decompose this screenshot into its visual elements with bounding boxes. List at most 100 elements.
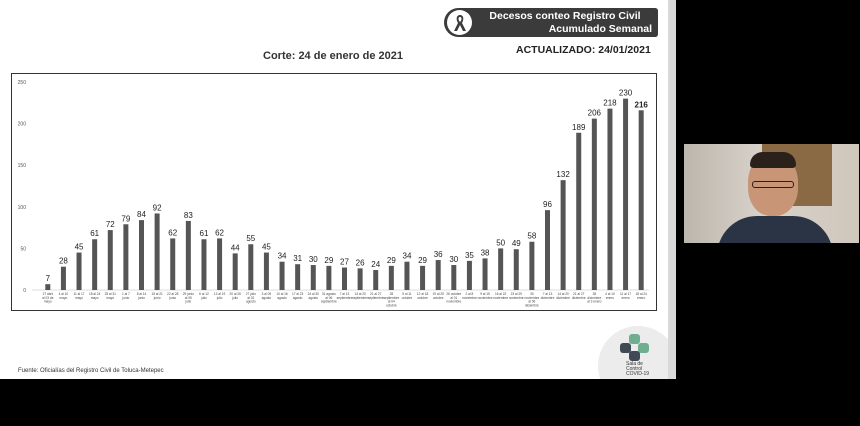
x-tick-label: 1 al 7 junio	[122, 292, 130, 300]
data-label: 62	[215, 228, 224, 237]
logo-text-line1: Sala de	[626, 361, 643, 367]
bar	[201, 239, 207, 290]
data-label: 30	[309, 255, 318, 264]
bar	[310, 265, 316, 290]
bar	[466, 260, 472, 290]
x-tick-label: 31 agosto al 06 septiembre	[321, 292, 337, 304]
x-tick-label: 14 al 20 septiembre	[352, 292, 368, 300]
bar	[435, 260, 441, 290]
x-tick-label: 24 al 30 agosto	[308, 292, 320, 300]
data-label: 55	[246, 234, 255, 243]
data-label: 45	[262, 243, 271, 252]
data-label: 206	[588, 109, 602, 118]
x-tick-label: 4 al 10 mayo	[59, 292, 69, 300]
slide-edge	[668, 0, 676, 379]
x-tick-label: 11 al 17 enero	[620, 292, 631, 300]
x-tick-label: 18 al 24 enero	[636, 292, 648, 300]
x-tick-label: 10 al 16 agosto	[276, 292, 288, 300]
bar	[248, 244, 254, 290]
bar	[139, 220, 144, 290]
x-tick-label: 30 noviembre al 06 diciembre	[524, 292, 539, 307]
x-tick-label: 7 al 13 septiembre	[337, 292, 353, 300]
data-label: 7	[46, 274, 51, 283]
x-tick-label: 29 junio al 05 julio	[183, 292, 194, 304]
data-label: 62	[168, 228, 177, 237]
data-label: 83	[184, 211, 193, 220]
logo-text-line3: COVID-19	[626, 371, 650, 377]
awareness-ribbon-icon	[447, 10, 472, 35]
bar	[92, 239, 98, 290]
x-tick-label: 11 al 17 mayo	[73, 292, 84, 300]
data-label: 28	[59, 257, 68, 266]
data-label: 34	[403, 252, 412, 261]
data-label: 29	[418, 256, 427, 265]
data-label: 44	[231, 243, 240, 252]
x-tick-label: 28 septiembre al 04 octubre	[383, 292, 399, 307]
data-label: 189	[572, 123, 586, 132]
x-tick-label: 14 al 20 diciembre	[556, 292, 570, 300]
bar	[607, 108, 613, 291]
data-label: 230	[619, 89, 633, 98]
data-label: 24	[371, 260, 380, 269]
x-tick-label: 13 al 19 julio	[214, 292, 226, 300]
data-label: 29	[387, 256, 396, 265]
bar	[591, 118, 597, 290]
data-label: 218	[603, 99, 617, 108]
data-label: 61	[90, 229, 99, 238]
x-tick-label: 4 al 10 enero	[605, 292, 615, 300]
data-label: 58	[527, 232, 536, 241]
x-tick-label: 15 al 21 junio	[151, 292, 163, 300]
data-label: 26	[356, 258, 365, 267]
x-tick-label: 6 al 12 julio	[199, 292, 209, 300]
chart-frame: 0 50 100 150 200 250 7 27 abril al 03 de mayo 28 4 …	[11, 73, 657, 311]
bar	[170, 238, 176, 290]
x-tick-label: 26 octubre al 01 noviembre	[446, 292, 461, 304]
data-label: 34	[278, 252, 287, 261]
bar	[279, 261, 285, 290]
banner-title: Decesos conteo Registro Civil	[489, 10, 641, 22]
x-tick-label: 18 al 24 mayo	[89, 292, 101, 300]
data-label: 216	[635, 100, 649, 109]
data-label: 29	[324, 256, 333, 265]
participant-video-thumbnail[interactable]	[684, 144, 859, 243]
bar	[482, 258, 488, 290]
x-tick-label: 23 al 29 noviembre	[509, 292, 524, 300]
x-tick-label: 12 al 18 octubre	[417, 292, 429, 300]
bar	[342, 267, 347, 290]
bar	[529, 241, 535, 290]
title-banner: Decesos conteo Registro Civil Acumulado …	[444, 8, 658, 37]
data-label: 30	[449, 255, 458, 264]
bar	[638, 110, 644, 290]
bar	[373, 270, 379, 290]
bar	[560, 180, 566, 290]
bar	[123, 224, 129, 290]
y-tick-label: 200	[18, 122, 27, 128]
bar	[545, 210, 550, 290]
bar	[263, 252, 269, 290]
source-note: Fuente: Oficialías del Registro Civil de…	[18, 368, 164, 374]
data-label: 38	[481, 248, 490, 257]
bar	[623, 98, 629, 290]
x-tick-label: 22 al 28 junio	[167, 292, 179, 300]
x-tick-label: 28 diciembre al 3 enero	[587, 292, 601, 304]
x-tick-label: 2 al 8 noviembre	[462, 292, 477, 300]
medical-cross-icon	[620, 334, 649, 361]
x-tick-label: 27 julio al 02 agosto	[246, 292, 256, 304]
data-label: 92	[153, 203, 162, 212]
bar	[76, 252, 82, 290]
bar	[154, 213, 160, 290]
x-tick-label: 25 al 31 mayo	[105, 292, 117, 300]
x-tick-label: 19 al 25 octubre	[433, 292, 445, 300]
bar	[357, 268, 363, 290]
y-tick-label: 150	[18, 163, 27, 169]
bar	[232, 253, 238, 290]
bar	[420, 265, 426, 290]
bar	[60, 266, 66, 290]
data-label: 36	[434, 250, 443, 259]
bar	[326, 265, 332, 290]
bar	[388, 265, 394, 290]
x-tick-label: 9 al 15 noviembre	[478, 292, 493, 300]
data-label: 79	[121, 214, 130, 223]
data-label: 35	[465, 251, 474, 260]
y-tick-label: 0	[23, 288, 26, 294]
